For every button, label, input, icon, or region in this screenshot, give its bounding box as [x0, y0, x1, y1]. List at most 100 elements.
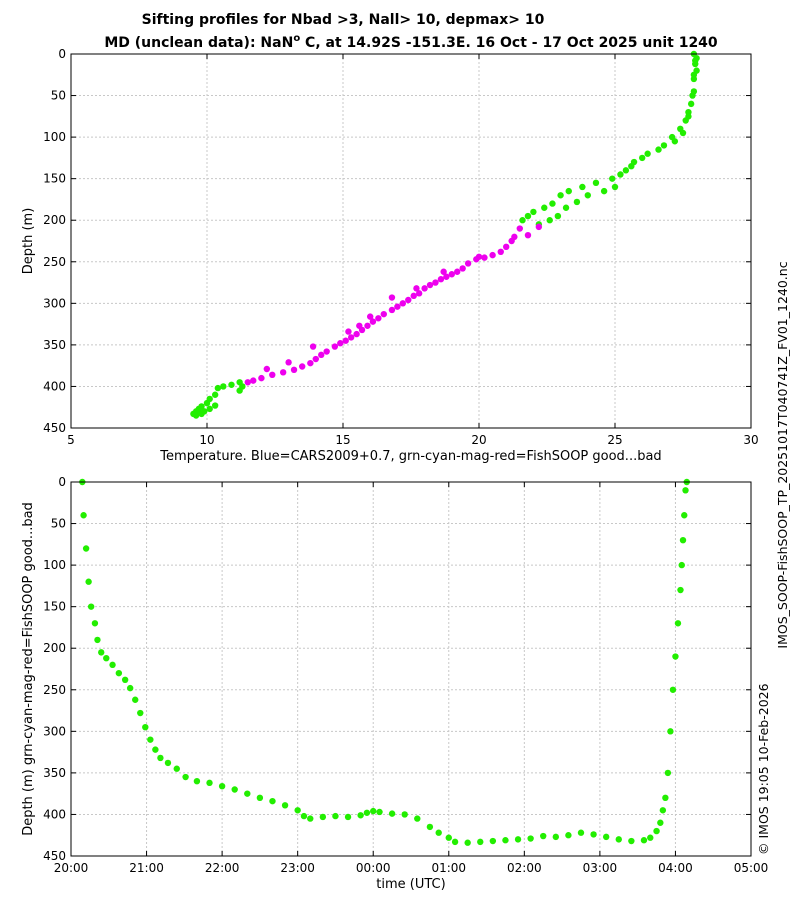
data-point [464, 260, 472, 267]
y-tick-label: 350 [43, 766, 66, 780]
data-point [464, 839, 471, 846]
data-point [640, 837, 648, 844]
data-point [489, 251, 496, 259]
data-point [639, 154, 646, 162]
top-x-axis-label: Temperature. Blue=CARS2009+0.7, grn-cyan… [159, 449, 661, 464]
data-point [602, 833, 610, 841]
data-point [290, 366, 298, 374]
data-point [445, 834, 452, 841]
data-point [432, 279, 439, 286]
data-point [437, 276, 445, 283]
data-point [410, 292, 417, 300]
top-y-axis-label: Depth (m) [21, 208, 36, 275]
y-tick-label: 0 [58, 47, 66, 61]
x-tick-label: 23:00 [280, 861, 315, 875]
data-point [481, 254, 488, 261]
data-point [524, 212, 532, 220]
data-point [628, 163, 635, 170]
data-point [307, 815, 314, 822]
data-point [323, 348, 330, 355]
x-tick-label: 01:00 [431, 861, 466, 875]
y-tick-label: 100 [43, 558, 66, 572]
data-point [667, 728, 674, 735]
data-point [269, 371, 276, 379]
data-point [628, 837, 635, 845]
chart-title-line1: Sifting profiles for Nbad >3, Nall> 10, … [142, 12, 545, 28]
bottom-tick-labels: 20:00 21:00 22:00 23:00 00:00 01:00 02:00 03:00… [43, 475, 768, 875]
data-point [388, 306, 396, 314]
data-point [250, 377, 257, 384]
data-point [281, 802, 289, 809]
data-point [677, 586, 684, 594]
data-point [206, 405, 213, 413]
y-tick-label: 200 [43, 641, 66, 655]
data-point [318, 351, 325, 359]
source-file-label: IMOS_SOOP-FishSOOP_TP_20251017T040741Z_F… [775, 261, 790, 648]
data-point [552, 833, 560, 841]
y-tick-label: 400 [43, 807, 66, 821]
data-point [109, 661, 116, 669]
x-tick-label: 5 [67, 433, 75, 447]
top-axes-frame [70, 53, 752, 429]
y-tick-label: 350 [43, 338, 66, 352]
data-point [421, 285, 428, 292]
data-point [376, 808, 383, 816]
y-tick-label: 300 [43, 724, 66, 738]
bottom-y-axis-label: Depth (m) grn-cyan-mag-red=FishSOOP good… [21, 502, 36, 836]
bottom-grid [71, 482, 751, 856]
y-tick-label: 450 [43, 421, 66, 435]
data-point [220, 383, 227, 390]
data-point [394, 303, 401, 310]
data-point [448, 271, 455, 278]
bottom-x-axis-label: time (UTC) [376, 877, 445, 892]
data-point [137, 709, 144, 717]
data-point [443, 273, 450, 280]
data-point [477, 838, 484, 846]
data-point [299, 363, 306, 370]
data-point [347, 334, 355, 341]
data-point [617, 171, 624, 178]
data-point [692, 57, 699, 64]
data-point [388, 294, 396, 301]
data-point [231, 786, 238, 793]
chart-title-line2: MD (unclean data): NaNo C, at 14.92S -15… [104, 33, 718, 51]
data-point [687, 100, 695, 108]
data-point [345, 328, 352, 335]
data-point [549, 200, 556, 207]
data-point [647, 834, 654, 841]
data-point [94, 636, 101, 644]
y-tick-label: 400 [43, 379, 66, 393]
data-point [508, 237, 515, 245]
data-point [258, 374, 265, 382]
data-point [541, 204, 548, 211]
x-tick-label: 21:00 [129, 861, 164, 875]
top-data-points [190, 50, 700, 419]
x-tick-label: 20 [471, 433, 486, 447]
data-point [344, 813, 352, 821]
data-point [524, 231, 532, 239]
y-tick-label: 0 [58, 475, 66, 489]
x-tick-label: 03:00 [583, 861, 618, 875]
y-tick-label: 450 [43, 849, 66, 863]
data-point [535, 223, 543, 231]
data-point [244, 379, 251, 386]
data-point [269, 797, 276, 805]
data-point [309, 343, 317, 350]
y-tick-label: 150 [43, 172, 66, 186]
data-point [244, 790, 251, 797]
data-point [332, 812, 339, 820]
data-point [331, 343, 339, 350]
data-point [682, 487, 689, 494]
data-point [454, 268, 461, 275]
bottom-axes-frame [70, 481, 752, 857]
y-tick-label: 50 [51, 89, 66, 103]
data-point [475, 253, 483, 260]
data-point [399, 300, 407, 307]
data-point [565, 832, 572, 839]
data-point [405, 296, 412, 304]
copyright-label: © IMOS 19:05 10-Feb-2026 [756, 683, 771, 855]
data-point [367, 313, 374, 320]
